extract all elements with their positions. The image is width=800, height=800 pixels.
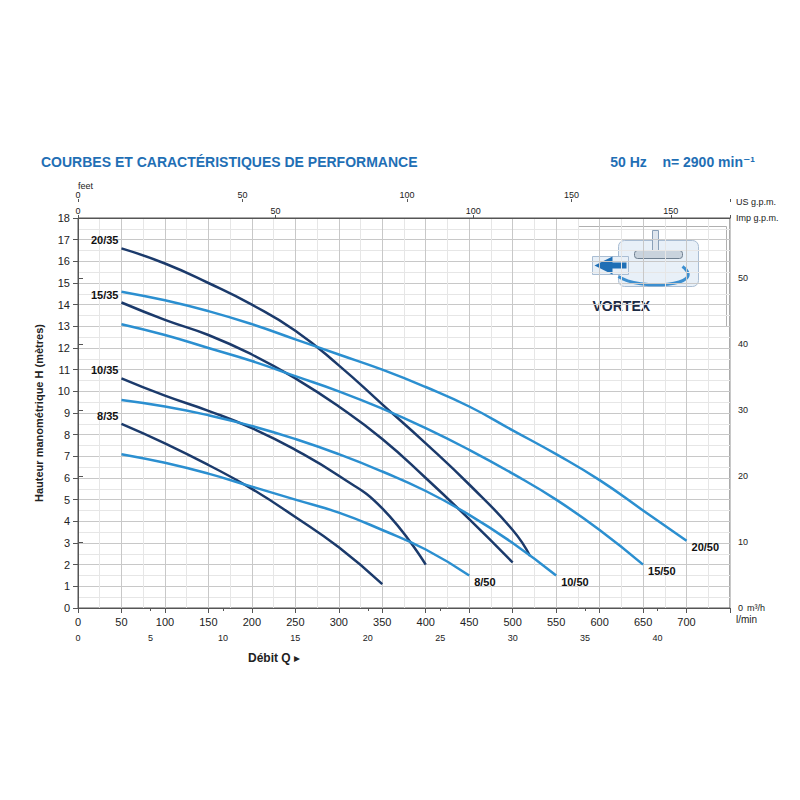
svg-text:150: 150: [663, 206, 678, 216]
svg-text:200: 200: [243, 616, 261, 628]
svg-text:400: 400: [417, 616, 435, 628]
svg-text:11: 11: [59, 364, 70, 376]
svg-text:150: 150: [564, 190, 579, 200]
svg-text:50: 50: [738, 273, 748, 283]
svg-text:17: 17: [58, 234, 70, 246]
svg-text:10/35: 10/35: [91, 364, 119, 376]
svg-text:8: 8: [64, 429, 70, 441]
svg-text:15/50: 15/50: [648, 565, 676, 577]
svg-text:50 Hz n= 2900 min⁻¹: 50 Hz n= 2900 min⁻¹: [610, 154, 755, 170]
svg-text:25: 25: [435, 633, 445, 643]
svg-text:250: 250: [286, 616, 304, 628]
svg-text:35: 35: [580, 633, 590, 643]
svg-text:450: 450: [460, 616, 478, 628]
svg-text:2: 2: [64, 559, 70, 571]
svg-text:6: 6: [64, 472, 70, 484]
svg-text:8/35: 8/35: [97, 410, 118, 422]
svg-text:550: 550: [547, 616, 565, 628]
svg-text:10/50: 10/50: [561, 576, 589, 588]
svg-text:0: 0: [75, 206, 80, 216]
svg-text:0: 0: [738, 603, 743, 613]
svg-text:8/50: 8/50: [474, 576, 495, 588]
svg-text:0: 0: [75, 190, 80, 200]
svg-text:15: 15: [58, 277, 70, 289]
svg-text:0: 0: [64, 602, 70, 614]
svg-text:l/min: l/min: [736, 614, 757, 625]
svg-text:30: 30: [508, 633, 518, 643]
svg-text:100: 100: [466, 206, 481, 216]
svg-text:700: 700: [677, 616, 695, 628]
svg-text:100: 100: [400, 190, 415, 200]
svg-text:600: 600: [590, 616, 608, 628]
svg-text:16: 16: [58, 255, 70, 267]
svg-text:3: 3: [64, 537, 70, 549]
svg-text:0: 0: [75, 633, 80, 643]
svg-text:500: 500: [503, 616, 521, 628]
svg-text:50: 50: [238, 190, 248, 200]
svg-text:9: 9: [64, 407, 70, 419]
svg-text:VORTEX: VORTEX: [592, 297, 651, 314]
svg-text:20/35: 20/35: [91, 234, 119, 246]
svg-text:10: 10: [218, 633, 228, 643]
svg-text:COURBES ET CARACTÉRISTIQUES DE: COURBES ET CARACTÉRISTIQUES DE PERFORMAN…: [41, 154, 417, 170]
svg-text:30: 30: [738, 405, 748, 415]
svg-text:10: 10: [58, 385, 70, 397]
svg-text:1: 1: [64, 580, 70, 592]
svg-text:15: 15: [290, 633, 300, 643]
svg-text:4: 4: [64, 515, 70, 527]
svg-text:40: 40: [738, 339, 748, 349]
svg-text:US g.p.m.: US g.p.m.: [736, 197, 776, 207]
svg-text:5: 5: [148, 633, 153, 643]
svg-text:10: 10: [738, 537, 748, 547]
svg-text:12: 12: [58, 342, 70, 354]
svg-text:150: 150: [199, 616, 217, 628]
svg-text:20: 20: [738, 471, 748, 481]
svg-text:20: 20: [363, 633, 373, 643]
svg-text:15/35: 15/35: [91, 289, 119, 301]
svg-text:100: 100: [156, 616, 174, 628]
svg-text:m³/h: m³/h: [747, 603, 765, 613]
svg-text:40: 40: [653, 633, 663, 643]
svg-text:14: 14: [58, 299, 70, 311]
svg-text:Imp g.p.m.: Imp g.p.m.: [736, 213, 779, 223]
svg-text:7: 7: [64, 450, 70, 462]
svg-text:Hauteur manométrique H (mètres: Hauteur manométrique H (mètres): [33, 324, 45, 502]
svg-text:18: 18: [58, 212, 70, 224]
svg-text:350: 350: [373, 616, 391, 628]
svg-text:50: 50: [271, 206, 281, 216]
svg-text:13: 13: [58, 320, 70, 332]
svg-text:650: 650: [634, 616, 652, 628]
svg-text:300: 300: [330, 616, 348, 628]
svg-text:0: 0: [75, 616, 81, 628]
svg-text:Débit Q ▸: Débit Q ▸: [248, 651, 300, 665]
svg-text:feet: feet: [78, 180, 93, 191]
svg-text:50: 50: [115, 616, 127, 628]
svg-text:5: 5: [64, 494, 70, 506]
svg-text:20/50: 20/50: [692, 541, 720, 553]
